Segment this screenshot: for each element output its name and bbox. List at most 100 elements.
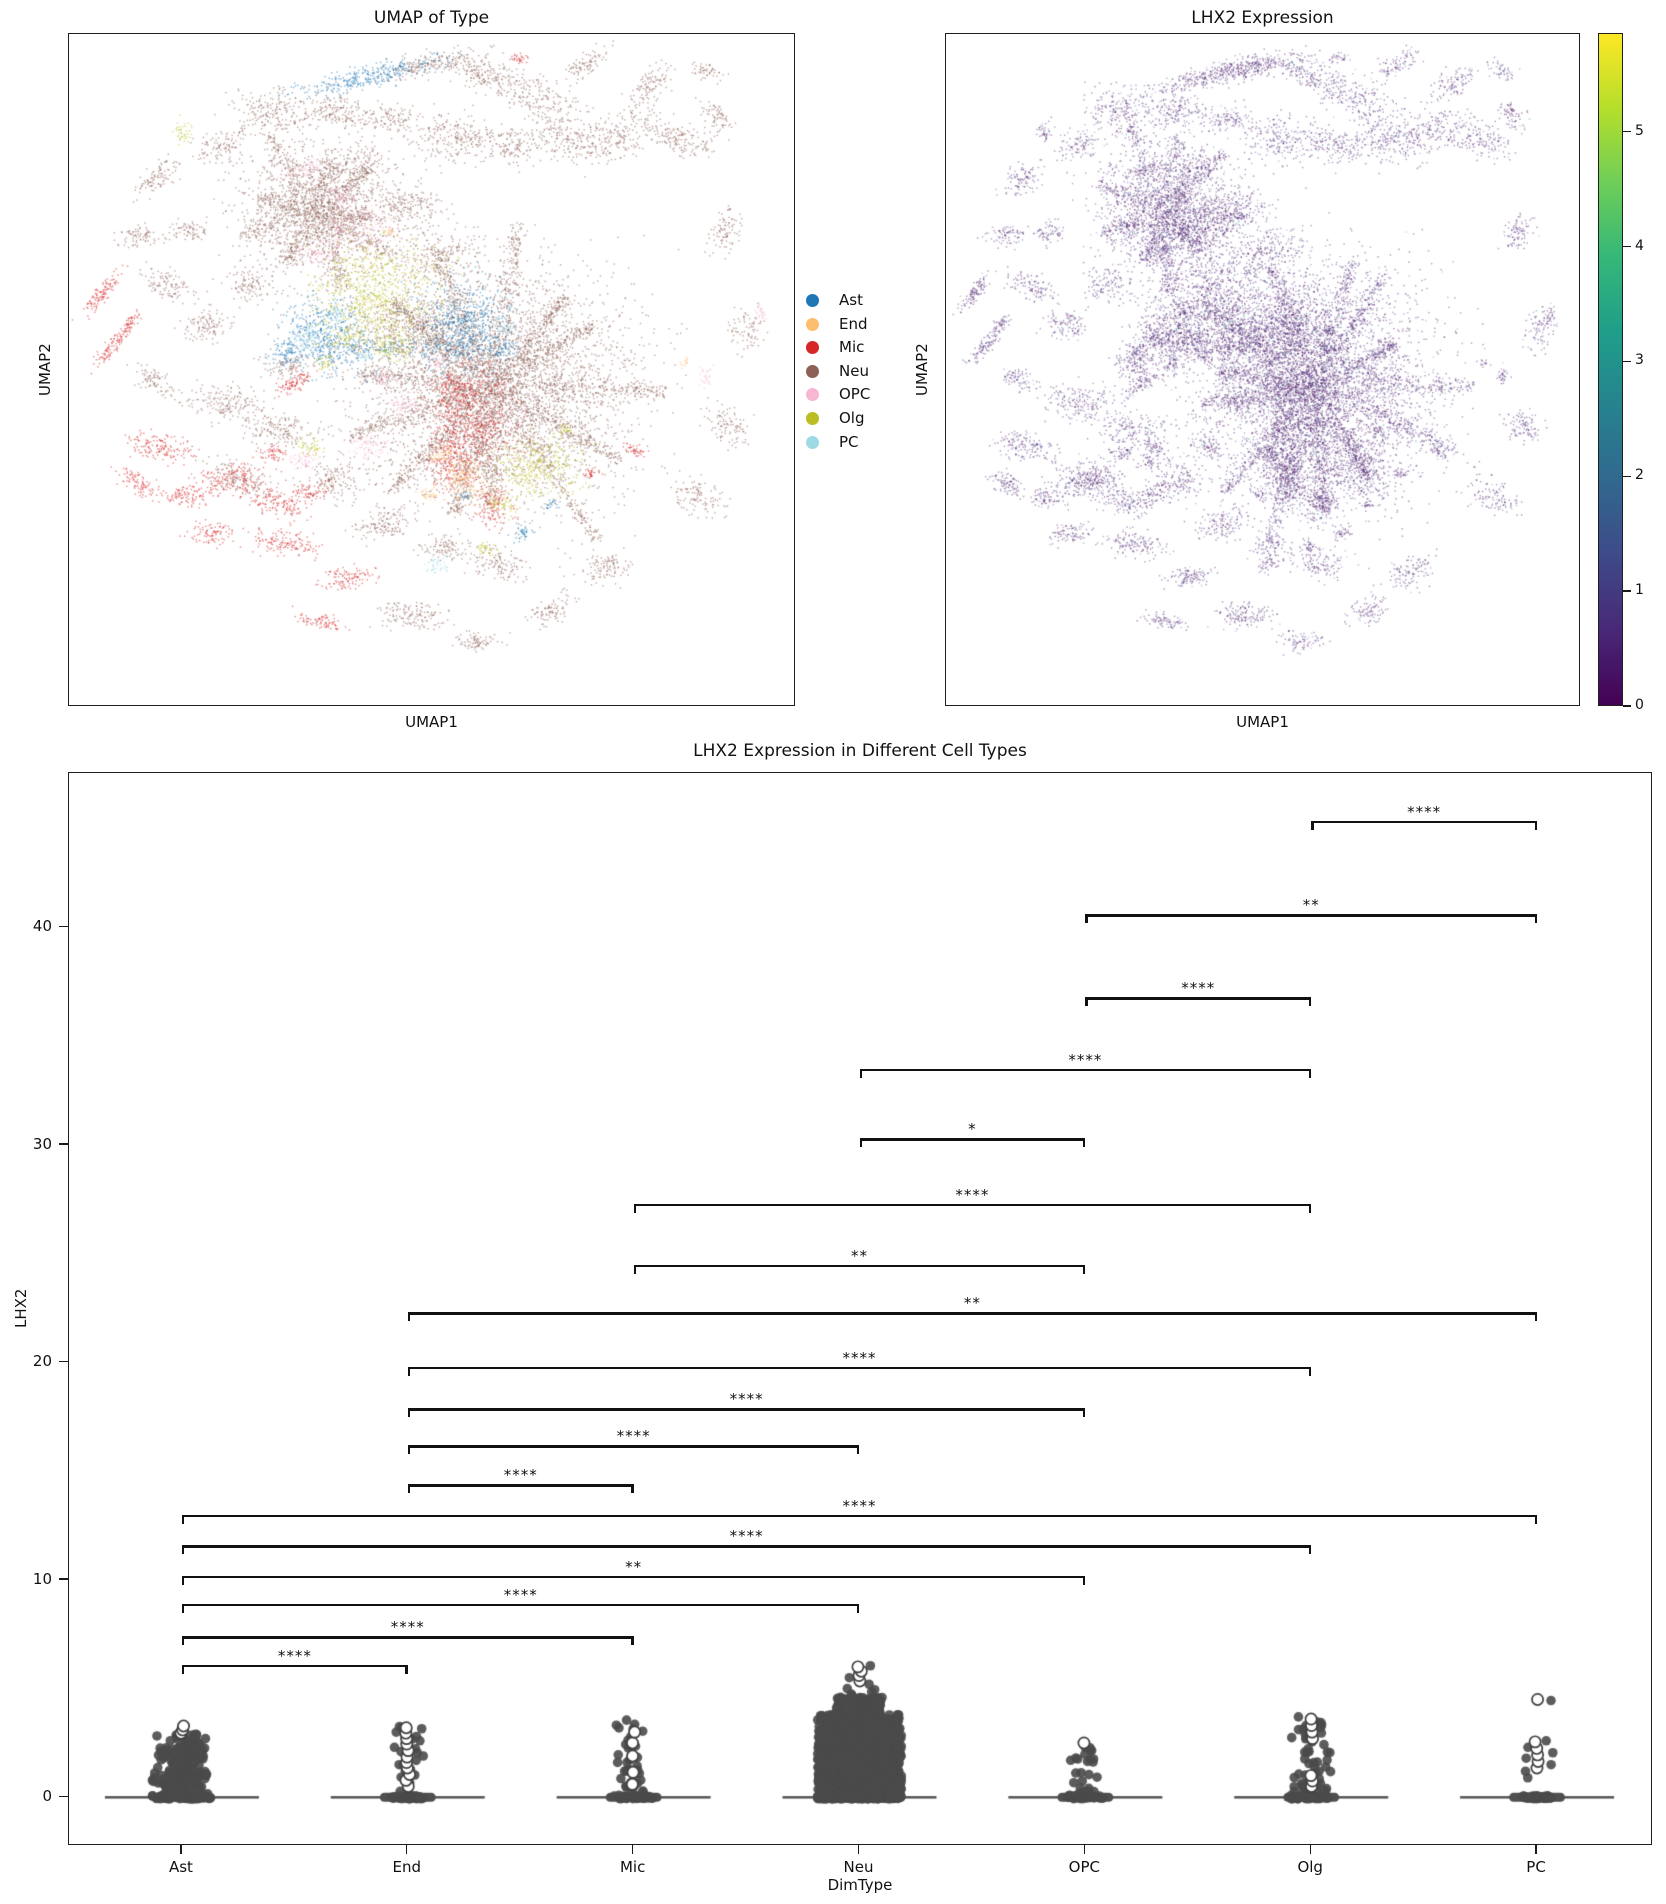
sig-label: **** (729, 1390, 764, 1409)
umap-type-title: UMAP of Type (373, 8, 490, 28)
legend-label: OPC (839, 385, 871, 404)
umap-type-ylabel: UMAP2 (36, 343, 54, 396)
legend-item-OPC: OPC (806, 383, 901, 406)
umap-type-canvas (69, 34, 793, 704)
legend-item-PC: PC (806, 431, 901, 454)
y-tick (59, 1360, 68, 1363)
strip-title: LHX2 Expression in Different Cell Types (693, 741, 1027, 761)
y-tick-label: 20 (32, 1352, 52, 1371)
colorbar-tick-label: 1 (1635, 582, 1644, 599)
sig-bar-End-Olg: **** (407, 1349, 1312, 1377)
sig-label: ** (850, 1246, 868, 1265)
colorbar-tick (1623, 360, 1631, 363)
legend-dot-Olg (806, 412, 819, 425)
legend-dot-Mic (806, 341, 819, 355)
sig-bar-Ast-Mic: **** (181, 1618, 634, 1646)
x-tick (180, 1845, 182, 1854)
legend-item-Ast: Ast (806, 289, 901, 312)
y-tick-label: 30 (32, 1134, 52, 1153)
sig-bar-Mic-OPC: ** (633, 1247, 1086, 1275)
sig-label: ** (1302, 896, 1320, 915)
sig-bar-Neu-Olg: **** (859, 1051, 1312, 1079)
x-tick (1309, 1845, 1311, 1854)
sig-bar-OPC-PC: ** (1085, 896, 1538, 924)
legend-label: End (839, 314, 868, 333)
colorbar-tick-label: 3 (1635, 352, 1644, 369)
x-tick-label-End: End (392, 1858, 422, 1876)
colorbar-tick (1623, 475, 1631, 477)
sig-label: **** (1181, 979, 1216, 997)
sig-label: * (968, 1120, 977, 1139)
legend-dot-OPC (806, 388, 819, 402)
x-tick (857, 1845, 860, 1854)
colorbar-tick-label: 5 (1635, 122, 1644, 139)
x-tick-label-PC: PC (1526, 1858, 1546, 1876)
sig-bar-Ast-Neu: **** (181, 1586, 860, 1614)
colorbar-tick-label: 4 (1635, 237, 1644, 254)
legend-label: Ast (839, 291, 863, 309)
colorbar-tick (1623, 590, 1631, 592)
significance-bars: **** ** **** **** * **** ** ** **** **** **** **** *… (69, 773, 1651, 1844)
umap-expression-ylabel: UMAP2 (913, 343, 931, 396)
x-tick-label-Olg: Olg (1297, 1858, 1323, 1876)
x-tick-label-OPC: OPC (1068, 1858, 1100, 1876)
y-tick-label: 10 (32, 1569, 52, 1588)
sig-label: **** (1407, 802, 1442, 821)
sig-bar-End-OPC: **** (407, 1390, 1086, 1418)
legend-dot-Neu (806, 364, 819, 378)
umap-expression-canvas (946, 34, 1578, 704)
colorbar (1598, 33, 1623, 706)
sig-bar-Ast-PC: **** (181, 1497, 1538, 1525)
y-tick-label: 40 (32, 917, 52, 936)
sig-label: **** (503, 1466, 538, 1485)
sig-bar-End-Neu: **** (407, 1427, 860, 1455)
y-tick (59, 1578, 68, 1580)
legend-label: Neu (839, 361, 869, 380)
sig-bar-End-Mic: **** (407, 1466, 634, 1494)
strip-plot: **** ** **** **** * **** ** ** **** **** **** **** *… (68, 772, 1652, 1845)
sig-label: **** (616, 1427, 651, 1445)
legend-item-Mic: Mic (806, 336, 901, 359)
legend-label: PC (839, 432, 859, 451)
sig-bar-OPC-Olg: **** (1085, 979, 1312, 1007)
x-tick-label-Mic: Mic (619, 1858, 646, 1876)
sig-bar-Mic-Olg: **** (633, 1186, 1312, 1214)
y-tick (59, 1143, 68, 1145)
legend: Ast End Mic Neu OPC Olg PC (806, 289, 901, 459)
legend-label: Olg (839, 409, 865, 427)
sig-bar-Ast-End: **** (181, 1647, 408, 1675)
sig-bar-Neu-OPC: * (859, 1120, 1086, 1148)
sig-bar-Ast-Olg: **** (181, 1527, 1312, 1555)
legend-dot-PC (806, 435, 819, 449)
legend-item-Neu: Neu (806, 360, 901, 383)
legend-item-End: End (806, 313, 901, 336)
y-tick (59, 925, 68, 928)
sig-label: **** (842, 1496, 877, 1515)
x-tick-label-Neu: Neu (843, 1858, 874, 1876)
umap-expression-plot (945, 33, 1580, 706)
colorbar-tick (1623, 131, 1631, 133)
sig-bar-Ast-OPC: ** (181, 1558, 1086, 1586)
sig-label: **** (729, 1527, 764, 1546)
umap-expression-xlabel: UMAP1 (1236, 713, 1289, 731)
colorbar-tick (1623, 705, 1631, 707)
sig-label: **** (842, 1348, 877, 1367)
sig-label: ** (963, 1294, 981, 1313)
umap-type-plot (68, 33, 795, 706)
x-tick (1535, 1845, 1537, 1854)
legend-item-Olg: Olg (806, 407, 901, 430)
sig-label: **** (1068, 1050, 1103, 1069)
sig-bar-End-PC: ** (407, 1294, 1538, 1322)
strip-xlabel: DimType (827, 1876, 893, 1894)
x-tick (631, 1845, 634, 1854)
colorbar-tick-label: 0 (1635, 697, 1644, 713)
legend-label: Mic (839, 338, 865, 357)
y-tick (59, 1795, 68, 1798)
umap-expression-title: LHX2 Expression (1191, 8, 1334, 28)
umap-type-xlabel: UMAP1 (405, 713, 458, 731)
legend-dot-Ast (806, 294, 819, 307)
x-tick-label-Ast: Ast (168, 1858, 193, 1876)
sig-label: **** (955, 1185, 990, 1204)
sig-bar-Olg-PC: **** (1311, 803, 1538, 831)
